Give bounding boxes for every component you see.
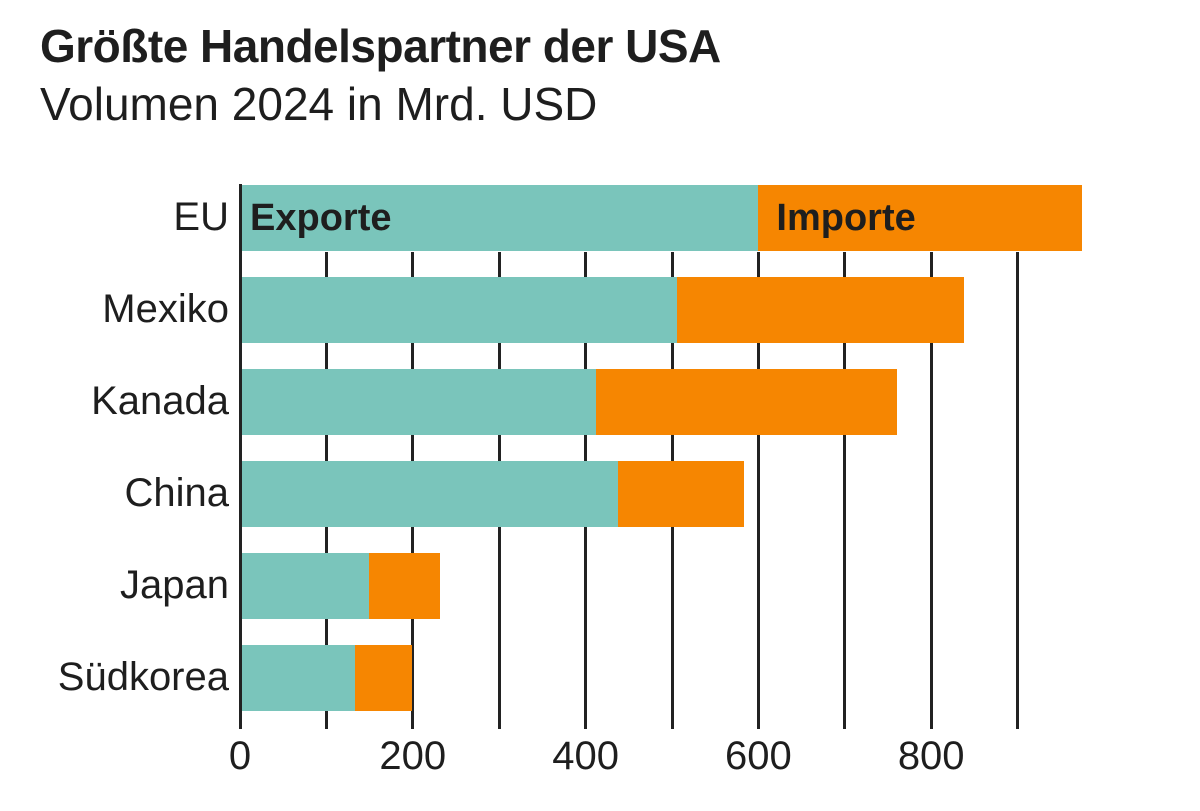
bar-exports	[241, 461, 619, 527]
category-label: China	[124, 471, 229, 515]
legend-imports-label: Importe	[776, 197, 916, 239]
y-axis-line	[238, 184, 242, 729]
category-label: Mexiko	[102, 287, 229, 331]
bar-exports	[241, 185, 759, 251]
chart-subtitle: Volumen 2024 in Mrd. USD	[40, 78, 598, 130]
bar-imports	[595, 369, 897, 435]
bar-imports	[618, 461, 744, 527]
category-label: Südkorea	[57, 655, 229, 699]
bar-imports	[354, 645, 412, 711]
gridline	[1016, 252, 1020, 729]
x-tick-label: 800	[897, 734, 965, 778]
category-label: Kanada	[91, 379, 229, 423]
bar-exports	[241, 553, 369, 619]
x-tick-label: 600	[725, 734, 792, 778]
category-label: EU	[173, 195, 229, 239]
x-tick-label: 400	[552, 734, 619, 778]
bar-imports	[677, 277, 965, 343]
bar-imports	[368, 553, 440, 619]
legend-exports-label: Exporte	[250, 197, 392, 239]
x-tick-label: 200	[379, 734, 447, 778]
gridline	[843, 252, 847, 729]
bar-exports	[241, 645, 355, 711]
bar-imports	[758, 185, 1083, 251]
bar-exports	[241, 277, 678, 343]
category-label: Japan	[120, 563, 229, 607]
gridline	[756, 252, 760, 729]
chart-title: Größte Handelspartner der USA	[40, 20, 721, 72]
x-tick-label: 0	[228, 734, 252, 778]
bar-exports	[241, 369, 596, 435]
gridline	[929, 252, 933, 729]
